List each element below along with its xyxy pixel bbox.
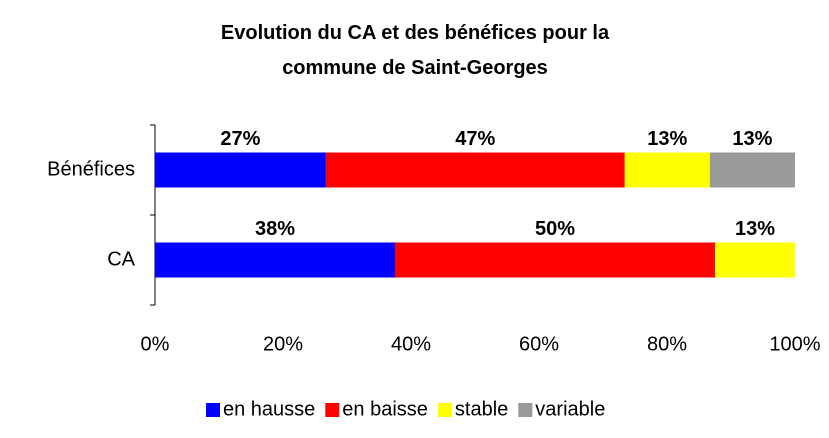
- legend-swatch: [437, 403, 452, 417]
- value-label: 47%: [455, 128, 495, 150]
- bar-segment: [624, 152, 710, 188]
- legend-label: en hausse: [223, 398, 315, 420]
- value-label: 38%: [255, 218, 295, 240]
- bar-segment: [709, 152, 795, 188]
- legend-swatch: [518, 403, 533, 417]
- y-tick-label: CA: [107, 248, 135, 270]
- bar-segment: [715, 242, 795, 278]
- value-label: 27%: [220, 128, 260, 150]
- value-label: 13%: [735, 218, 775, 240]
- value-label: 13%: [647, 128, 687, 150]
- x-tick-label: 0%: [141, 333, 170, 355]
- x-tick-label: 60%: [519, 333, 559, 355]
- x-tick-label: 100%: [769, 333, 820, 355]
- legend-label: variable: [535, 398, 605, 420]
- x-tick-label: 20%: [263, 333, 303, 355]
- value-label: 50%: [535, 218, 575, 240]
- x-tick-label: 80%: [647, 333, 687, 355]
- bar-segment: [325, 152, 625, 188]
- bar-segment: [155, 242, 395, 278]
- bar-segment: [155, 152, 326, 188]
- legend-label: stable: [455, 398, 508, 420]
- chart-title: Evolution du CA et des bénéfices pour la…: [220, 22, 610, 79]
- bar-segment: [395, 242, 715, 278]
- legend-swatch: [206, 403, 220, 417]
- x-tick-label: 40%: [391, 333, 431, 355]
- y-tick-label: Bénéfices: [47, 158, 135, 180]
- legend-label: en baisse: [342, 398, 428, 420]
- legend-swatch: [325, 403, 340, 417]
- value-label: 13%: [732, 128, 772, 150]
